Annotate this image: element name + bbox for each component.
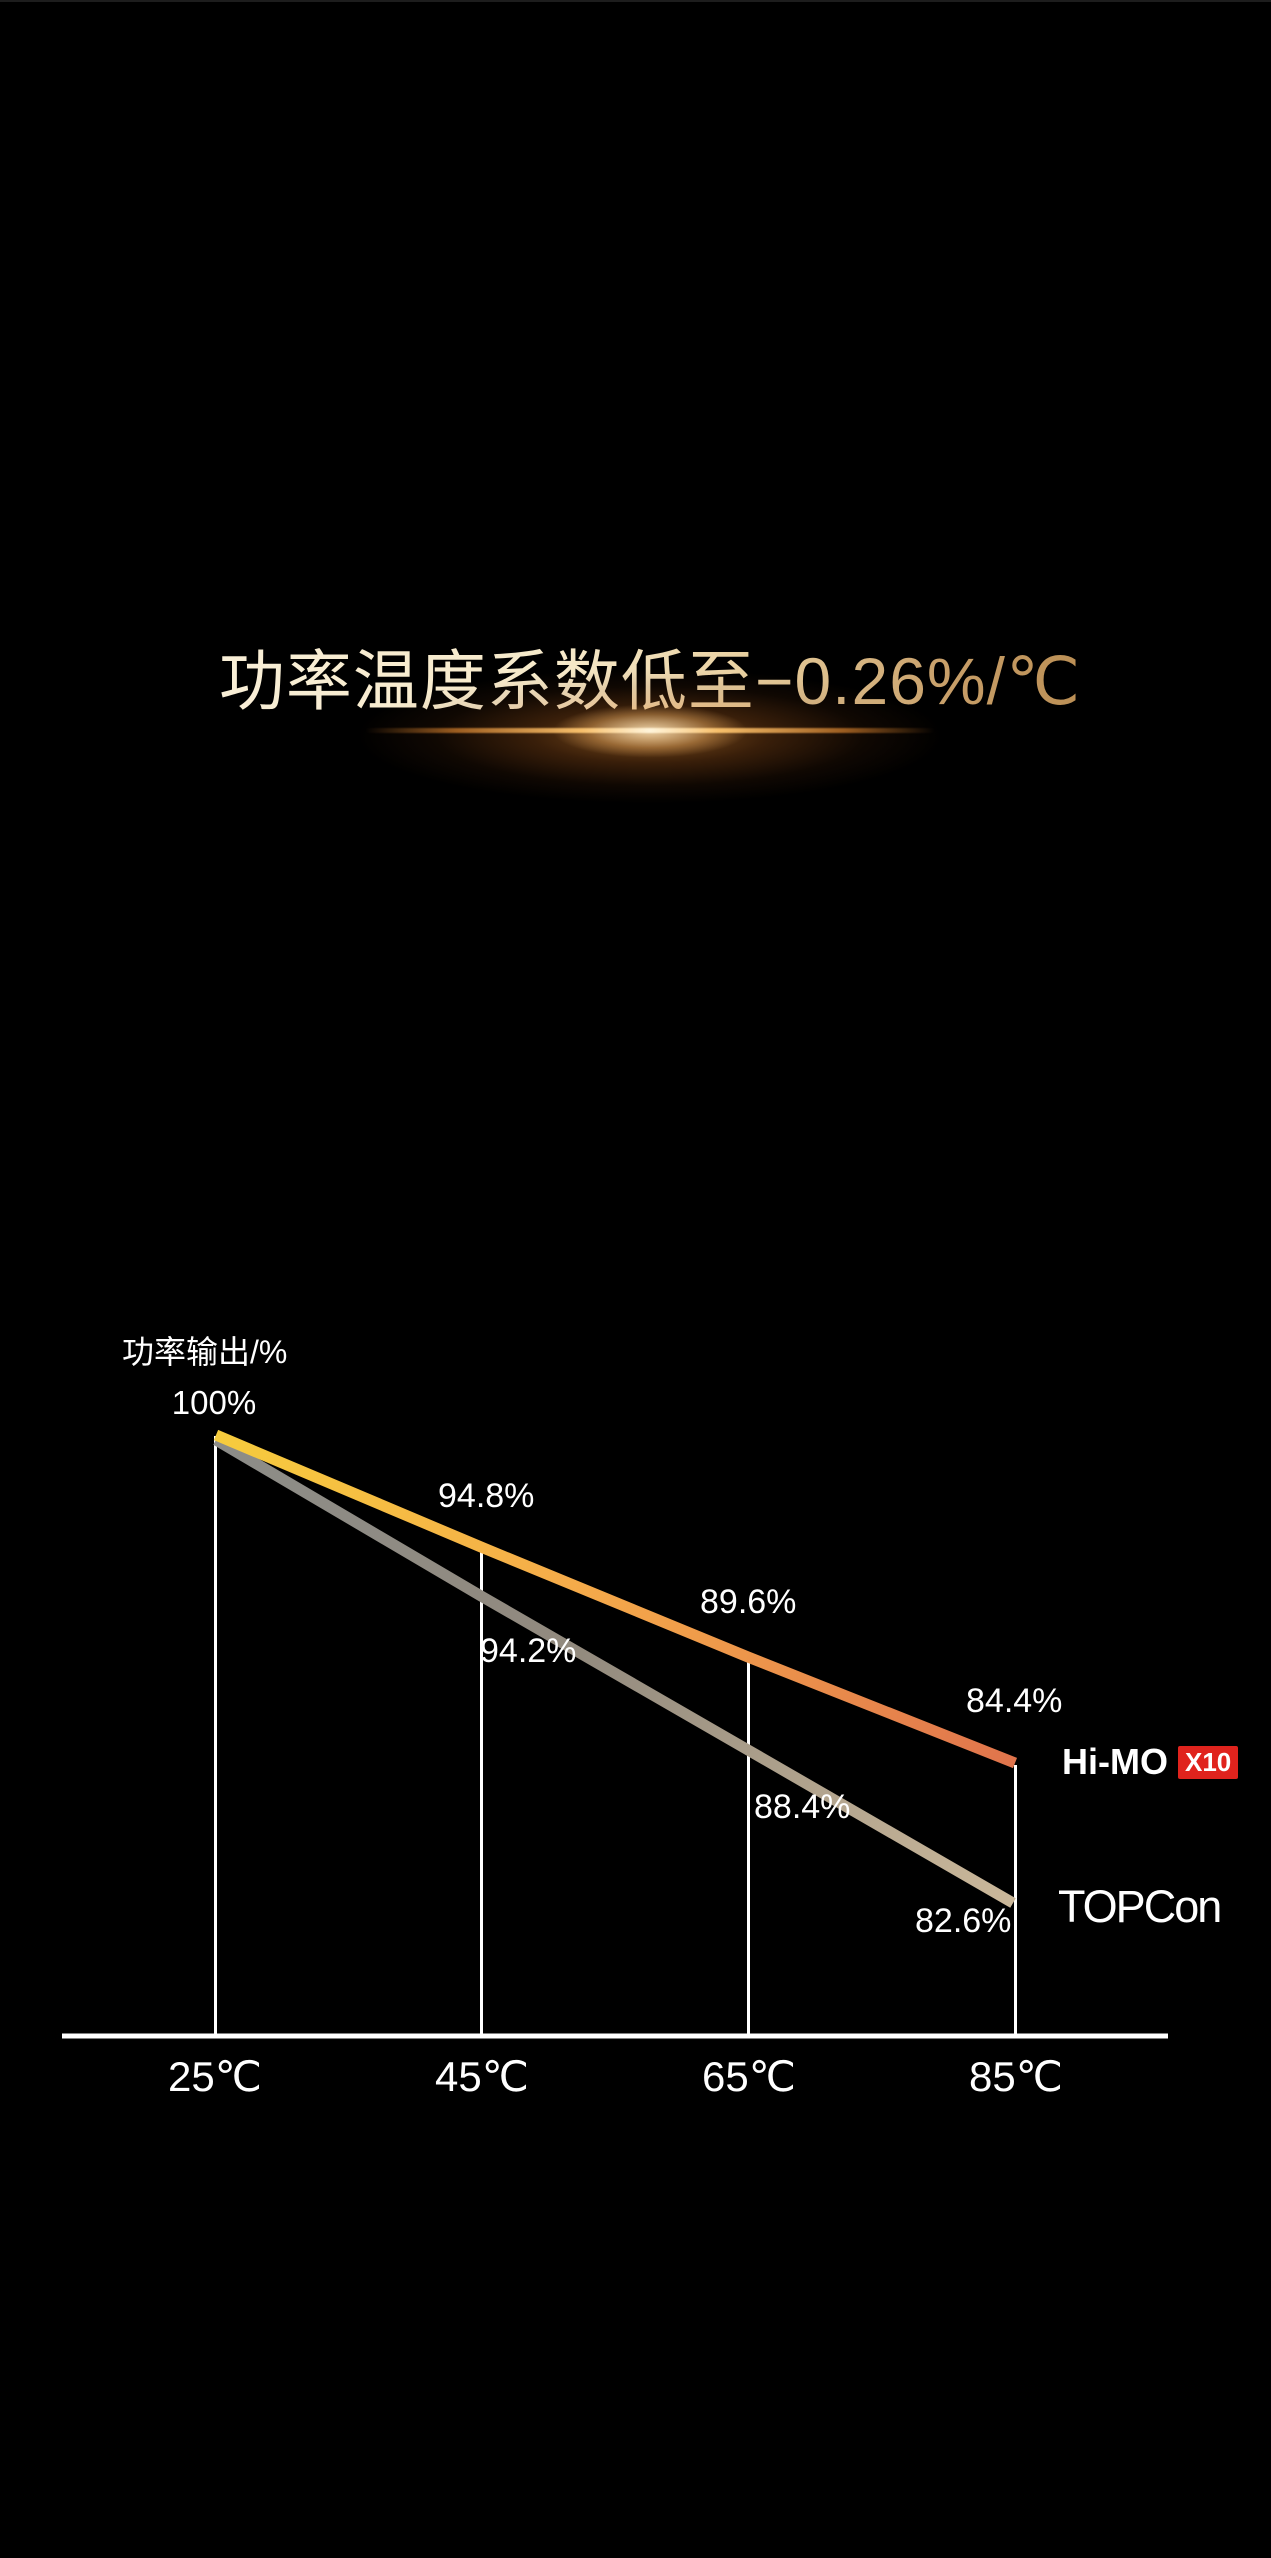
legend-topcon: TOPCon <box>1058 1881 1222 1932</box>
legend-himo: Hi-MO X10 <box>1062 1741 1239 1782</box>
himo-point-label-45c: 94.8% <box>438 1477 535 1515</box>
flare-line <box>365 728 935 733</box>
top-edge-line <box>0 0 1271 2</box>
himo-point-label-65c: 89.6% <box>700 1583 797 1621</box>
topcon-series-line <box>213 1435 1016 1908</box>
baseline-value-label: 100% <box>171 1384 257 1421</box>
topcon-point-label-65c: 88.4% <box>754 1788 851 1826</box>
x-tick-45c: 45℃ <box>435 2053 529 2100</box>
x-tick-85c: 85℃ <box>969 2053 1063 2100</box>
legend-himo-x10-badge: X10 <box>1177 1745 1239 1779</box>
himo-point-label-85c: 84.4% <box>966 1682 1063 1720</box>
x-tick-65c: 65℃ <box>702 2053 796 2100</box>
topcon-point-label-45c: 94.2% <box>480 1632 577 1670</box>
topcon-point-label-85c: 82.6% <box>915 1902 1012 1940</box>
himo-series-line <box>213 1429 1018 1769</box>
y-axis-title: 功率输出/% <box>122 1334 288 1370</box>
x-tick-25c: 25℃ <box>168 2053 262 2100</box>
legend-himo-name: Hi-MO <box>1062 1741 1168 1782</box>
